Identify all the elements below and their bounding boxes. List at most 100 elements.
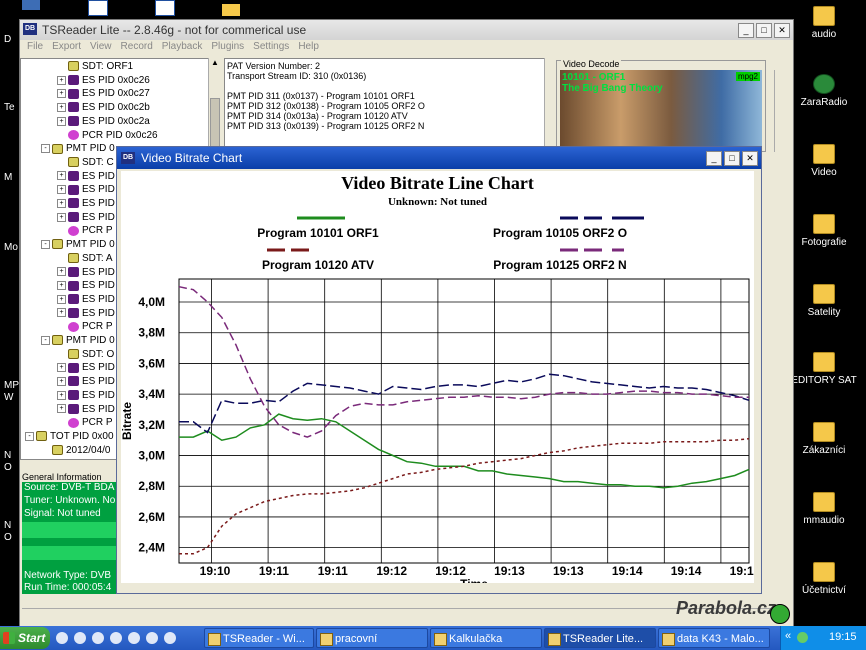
radiation-icon[interactable] — [770, 604, 790, 624]
expand-icon[interactable]: + — [57, 363, 66, 373]
desktop-icon[interactable]: Fotografie — [789, 214, 859, 249]
menu-item-playback[interactable]: Playback — [161, 41, 203, 52]
menu-item-record[interactable]: Record — [120, 41, 153, 52]
folder-icon[interactable] — [222, 4, 240, 16]
desktop-icon[interactable]: EDITORY SAT — [789, 352, 859, 387]
tree-node[interactable]: + ES PID — [57, 307, 115, 320]
chart-minimize-button[interactable]: _ — [706, 151, 722, 166]
desktop-icon[interactable]: Zákazníci — [789, 422, 859, 457]
chart-maximize-button[interactable]: □ — [724, 151, 740, 166]
info-line: PMT PID 314 (0x013a) - Program 10120 ATV — [227, 111, 408, 121]
start-button[interactable]: Start — [0, 627, 50, 649]
menu-item-help[interactable]: Help — [298, 41, 319, 52]
taskbar-button[interactable]: TSReader Lite... — [544, 628, 656, 648]
word-doc-icon[interactable] — [155, 0, 175, 16]
tree-node[interactable]: - PMT PID 0 — [41, 142, 115, 155]
tree-node[interactable]: + ES PID — [57, 361, 115, 374]
taskbar-button[interactable]: data K43 - Malo... — [658, 628, 770, 648]
tray-icon[interactable] — [797, 632, 808, 643]
collapse-icon[interactable]: - — [25, 431, 34, 441]
tree-node[interactable]: PCR P — [57, 416, 113, 429]
expand-icon[interactable]: + — [57, 185, 66, 195]
tree-node[interactable]: + ES PID — [57, 197, 115, 210]
quicklaunch-chrome-icon[interactable] — [164, 632, 176, 644]
expand-icon[interactable]: + — [57, 198, 66, 208]
tray-expand-chevron[interactable]: « — [785, 630, 792, 642]
chart-titlebar[interactable]: DB Video Bitrate Chart _ □ ✕ — [117, 147, 761, 169]
desktop-icon[interactable]: ZaraRadio — [789, 74, 859, 109]
tree-node[interactable]: PCR P — [57, 224, 113, 237]
tree-node[interactable]: + ES PID — [57, 293, 115, 306]
taskbar-button[interactable]: pracovní — [316, 628, 428, 648]
quicklaunch-desktop-icon[interactable] — [92, 632, 104, 644]
video-scrollbar[interactable] — [774, 70, 785, 152]
expand-icon[interactable]: + — [57, 171, 66, 181]
tree-node[interactable]: PCR PID 0x0c26 — [57, 129, 158, 142]
tree-node[interactable]: SDT: C — [57, 156, 114, 169]
expand-icon[interactable]: + — [57, 212, 66, 222]
info-scrollbar[interactable] — [544, 58, 555, 148]
collapse-icon[interactable]: - — [41, 144, 50, 154]
close-button[interactable]: ✕ — [774, 23, 790, 38]
tree-node[interactable]: + ES PID — [57, 279, 115, 292]
tree-node[interactable]: + ES PID — [57, 183, 115, 196]
tree-node[interactable]: 2012/04/0 — [41, 444, 111, 457]
tree-node[interactable]: SDT: O — [57, 348, 114, 361]
es-icon — [68, 362, 79, 373]
expand-icon[interactable]: + — [57, 102, 66, 112]
desktop-icon[interactable]: mmaudio — [789, 492, 859, 527]
tree-node[interactable]: SDT: ORF1 — [57, 60, 133, 73]
main-titlebar[interactable]: DB TSReader Lite -- 2.8.46g - not for co… — [20, 20, 793, 40]
expand-icon[interactable]: + — [57, 75, 66, 85]
collapse-icon[interactable]: - — [41, 239, 50, 249]
tree-node[interactable]: + ES PID — [57, 211, 115, 224]
quicklaunch-app-icon[interactable] — [146, 632, 158, 644]
collapse-icon[interactable]: - — [41, 335, 50, 345]
tree-node[interactable]: + ES PID — [57, 266, 115, 279]
expand-icon[interactable]: + — [57, 281, 66, 291]
expand-icon[interactable]: + — [57, 404, 66, 414]
tree-node[interactable]: - TOT PID 0x00 — [25, 430, 114, 443]
tree-node-label: PMT PID 0 — [66, 239, 115, 251]
expand-icon[interactable]: + — [57, 376, 66, 386]
menu-item-export[interactable]: Export — [52, 41, 82, 52]
quicklaunch-app-icon[interactable] — [128, 632, 140, 644]
tree-node[interactable]: + ES PID — [57, 389, 115, 402]
taskbar-button[interactable]: Kalkulačka — [430, 628, 542, 648]
tree-node[interactable]: PCR P — [57, 320, 113, 333]
maximize-button[interactable]: □ — [756, 23, 772, 38]
expand-icon[interactable]: + — [57, 116, 66, 126]
menu-item-settings[interactable]: Settings — [253, 41, 290, 52]
expand-icon[interactable]: + — [57, 294, 66, 304]
tree-node[interactable]: - PMT PID 0 — [41, 334, 115, 347]
menu-item-plugins[interactable]: Plugins — [211, 41, 245, 52]
desktop-icon[interactable]: Účetnictví — [789, 562, 859, 597]
minimize-button[interactable]: _ — [738, 23, 754, 38]
tree-node[interactable]: + ES PID — [57, 170, 115, 183]
menu-item-view[interactable]: View — [90, 41, 112, 52]
quicklaunch-app-icon[interactable] — [110, 632, 122, 644]
tree-node[interactable]: + ES PID — [57, 403, 115, 416]
tree-node[interactable]: SDT: A — [57, 252, 113, 265]
taskbar-button[interactable]: TSReader - Wi... — [204, 628, 314, 648]
word-doc-icon[interactable] — [88, 0, 108, 16]
chart-close-button[interactable]: ✕ — [742, 151, 758, 166]
desktop-top-icon[interactable] — [22, 0, 40, 10]
tree-node[interactable]: - PMT PID 0 — [41, 238, 115, 251]
expand-icon[interactable]: + — [57, 89, 66, 99]
scroll-up-arrow[interactable]: ▲ — [211, 58, 219, 67]
expand-icon[interactable]: + — [57, 308, 66, 318]
quicklaunch-media-icon[interactable] — [56, 632, 68, 644]
tree-node[interactable]: + ES PID 0x0c2b — [57, 101, 150, 114]
desktop-icon[interactable]: Satelity — [789, 284, 859, 319]
desktop-icon[interactable]: audio — [789, 6, 859, 41]
expand-icon[interactable]: + — [57, 267, 66, 277]
desktop-icon[interactable]: Video — [789, 144, 859, 179]
menu-item-file[interactable]: File — [27, 41, 44, 52]
tree-node[interactable]: + ES PID 0x0c26 — [57, 74, 150, 87]
tree-node[interactable]: + ES PID — [57, 375, 115, 388]
quicklaunch-browser-icon[interactable] — [74, 632, 86, 644]
expand-icon[interactable]: + — [57, 390, 66, 400]
tree-node[interactable]: + ES PID 0x0c2a — [57, 115, 150, 128]
tree-node[interactable]: + ES PID 0x0c27 — [57, 87, 150, 100]
